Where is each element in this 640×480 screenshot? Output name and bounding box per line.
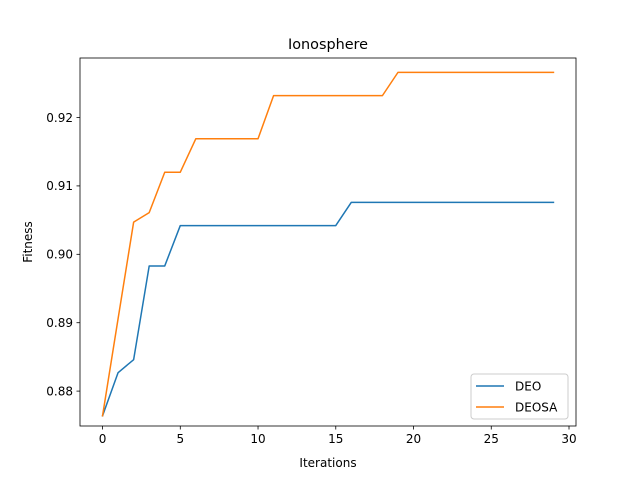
y-tick-label: 0.89 xyxy=(46,316,73,330)
y-tick-label: 0.92 xyxy=(46,111,73,125)
x-tick-label: 20 xyxy=(406,432,421,446)
plot-frame xyxy=(79,57,577,427)
legend: DEO DEOSA xyxy=(470,373,569,420)
x-tick-label: 30 xyxy=(561,432,576,446)
x-tick-label: 15 xyxy=(328,432,343,446)
x-tick-label: 10 xyxy=(250,432,265,446)
y-axis-ticks: 0.88 0.89 0.90 0.91 0.92 xyxy=(46,111,80,398)
x-tick-label: 5 xyxy=(176,432,184,446)
series-line-deosa xyxy=(101,71,555,417)
legend-label-deosa: DEOSA xyxy=(515,400,558,414)
y-tick-label: 0.90 xyxy=(46,248,73,262)
y-tick-label: 0.88 xyxy=(46,384,73,398)
x-tick-label: 0 xyxy=(99,432,107,446)
y-tick-label: 0.91 xyxy=(46,179,73,193)
x-tick-label: 25 xyxy=(484,432,499,446)
legend-label-deo: DEO xyxy=(515,379,541,393)
x-axis-ticks: 0 5 10 15 20 25 30 xyxy=(99,426,577,446)
plot-area xyxy=(101,71,555,417)
x-axis-label: Iterations xyxy=(299,456,356,470)
chart-title: Ionosphere xyxy=(288,37,368,53)
series-line-deo xyxy=(101,201,555,417)
y-axis-label: Fitness xyxy=(21,221,35,263)
